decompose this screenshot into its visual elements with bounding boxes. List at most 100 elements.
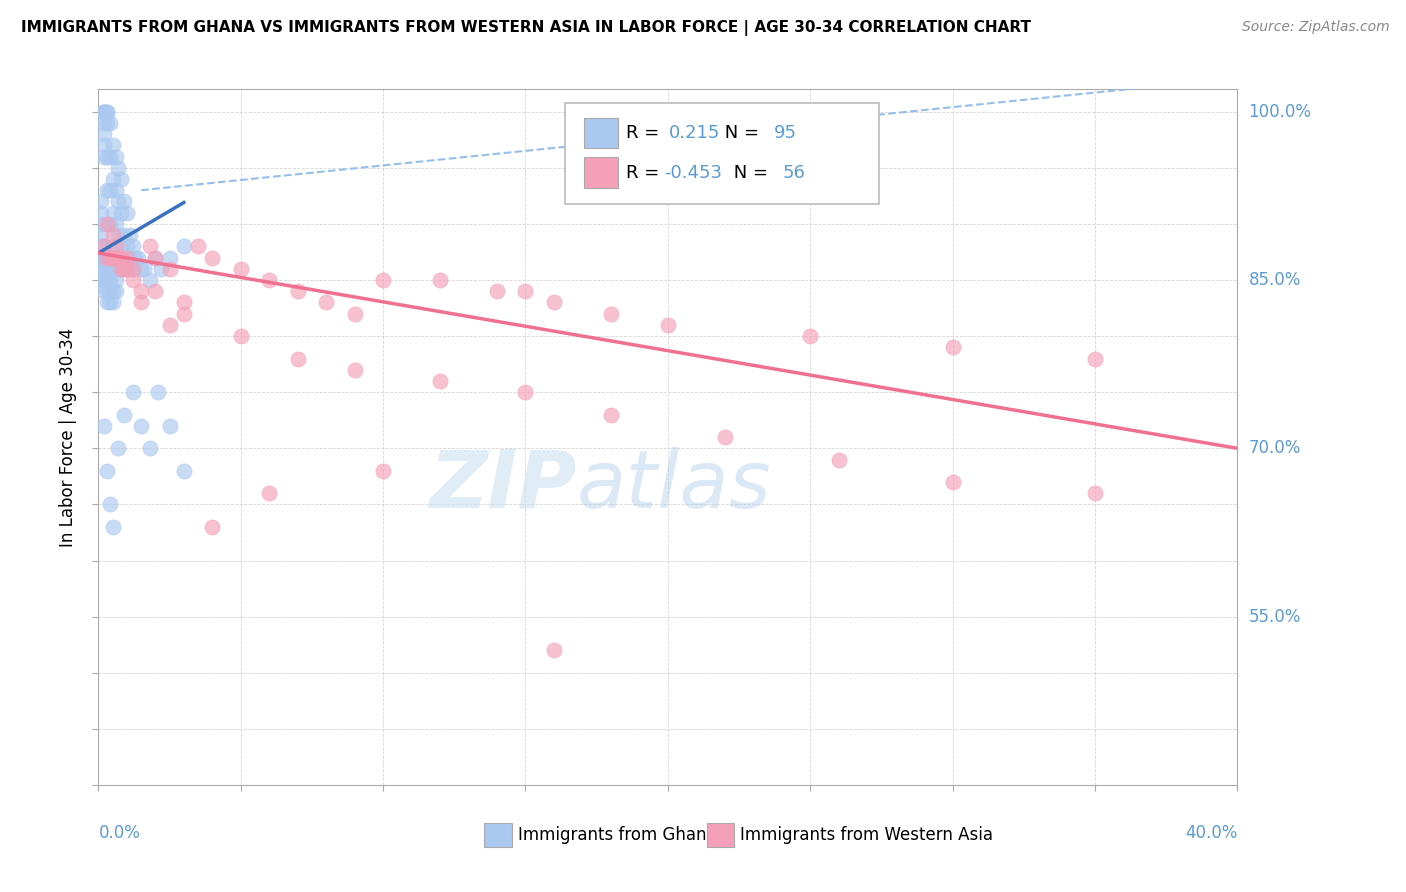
Point (104, 251, 127, 265)
Point (96, 183, 118, 197)
Point (159, 251, 181, 265)
Point (145, 284, 167, 298)
Point (93, 284, 115, 298)
Point (98, 251, 121, 265)
Point (138, 273, 160, 287)
Point (187, 239, 209, 253)
Point (93, 104, 115, 119)
Point (101, 138, 124, 153)
Point (799, 329, 821, 343)
Point (229, 329, 252, 343)
Text: Immigrants from Western Asia: Immigrants from Western Asia (740, 826, 993, 844)
Point (115, 239, 138, 253)
Point (96, 284, 118, 298)
Point (101, 284, 124, 298)
Point (115, 261, 138, 276)
Point (98, 295, 121, 310)
Point (104, 149, 127, 163)
Point (515, 385, 537, 400)
Point (104, 183, 127, 197)
Point (145, 251, 167, 265)
Text: R =: R = (626, 124, 665, 142)
Point (121, 239, 143, 253)
Point (96, 261, 118, 276)
Point (287, 351, 309, 366)
Text: 85.0%: 85.0% (1249, 271, 1301, 289)
Point (159, 318, 181, 332)
Point (96, 273, 118, 287)
Point (110, 172, 132, 186)
Point (714, 430, 737, 444)
Point (93, 149, 115, 163)
Point (93, 239, 115, 253)
Text: Immigrants from Ghana: Immigrants from Ghana (517, 826, 716, 844)
Point (600, 307, 623, 321)
Point (115, 261, 138, 276)
Point (93, 104, 115, 119)
Text: 55.0%: 55.0% (1249, 607, 1301, 625)
Point (93, 261, 115, 276)
Point (93, 418, 115, 433)
Text: 40.0%: 40.0% (1185, 824, 1237, 842)
Point (93, 251, 115, 265)
Point (121, 273, 143, 287)
Text: N =: N = (718, 124, 765, 142)
Point (96, 295, 118, 310)
Point (104, 284, 127, 298)
Point (173, 239, 195, 253)
Point (343, 363, 366, 377)
Point (96, 464, 118, 478)
FancyBboxPatch shape (707, 823, 734, 847)
FancyBboxPatch shape (485, 823, 512, 847)
Point (145, 251, 167, 265)
Point (104, 251, 127, 265)
Point (121, 261, 143, 276)
Point (159, 261, 181, 276)
Text: IMMIGRANTS FROM GHANA VS IMMIGRANTS FROM WESTERN ASIA IN LABOR FORCE | AGE 30-34: IMMIGRANTS FROM GHANA VS IMMIGRANTS FROM… (21, 20, 1031, 36)
Point (121, 261, 143, 276)
Point (101, 239, 124, 253)
Point (90, 251, 112, 265)
Text: atlas: atlas (576, 447, 772, 524)
Point (486, 284, 509, 298)
Point (107, 251, 129, 265)
Text: Source: ZipAtlas.com: Source: ZipAtlas.com (1241, 20, 1389, 34)
FancyBboxPatch shape (583, 157, 617, 188)
Point (110, 239, 132, 253)
Point (121, 385, 143, 400)
Point (96, 217, 118, 231)
Point (173, 307, 195, 321)
Point (115, 251, 138, 265)
Point (101, 205, 124, 219)
Y-axis label: In Labor Force | Age 30-34: In Labor Force | Age 30-34 (59, 327, 77, 547)
Point (259, 486, 281, 500)
Point (543, 295, 565, 310)
Point (118, 228, 141, 243)
Point (343, 307, 366, 321)
Point (110, 251, 132, 265)
Point (129, 261, 152, 276)
Point (110, 261, 132, 276)
Point (90, 239, 112, 253)
Point (90, 261, 112, 276)
Point (107, 161, 129, 175)
Point (1084, 486, 1107, 500)
Point (201, 251, 224, 265)
Text: 0.215: 0.215 (669, 124, 720, 142)
Point (229, 261, 252, 276)
Text: 56: 56 (783, 164, 806, 182)
Point (127, 251, 149, 265)
Point (129, 284, 152, 298)
Point (129, 418, 152, 433)
Point (96, 104, 118, 119)
Point (107, 194, 129, 209)
Point (173, 464, 195, 478)
Point (98, 261, 121, 276)
Text: 70.0%: 70.0% (1249, 439, 1301, 458)
Point (96, 104, 118, 119)
FancyBboxPatch shape (583, 118, 617, 148)
Point (104, 217, 127, 231)
Point (107, 228, 129, 243)
Text: 0.0%: 0.0% (98, 824, 141, 842)
Point (101, 251, 124, 265)
